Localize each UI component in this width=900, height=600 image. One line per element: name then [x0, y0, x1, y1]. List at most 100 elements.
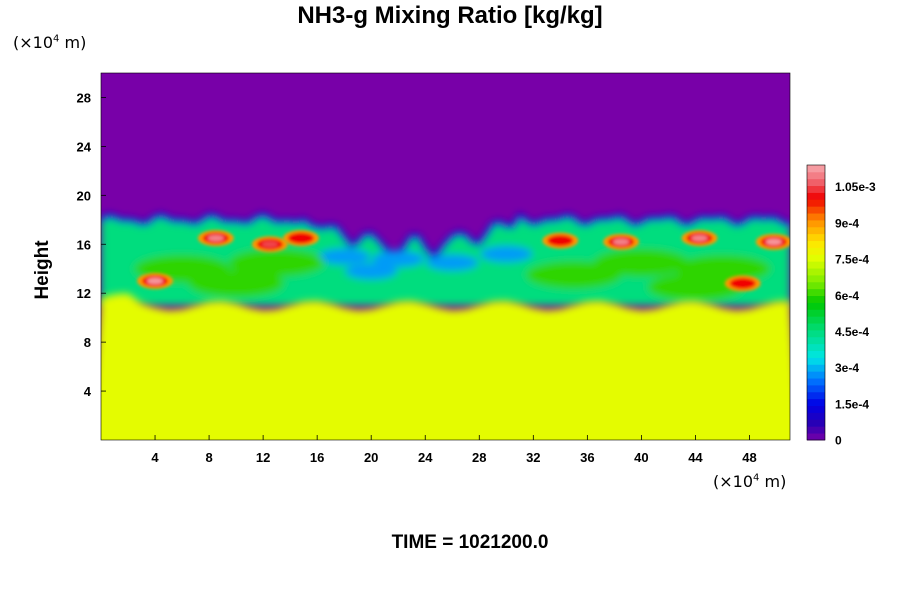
hotspot [251, 236, 288, 253]
hotspot-core [292, 234, 309, 242]
colorbar-tick-label: 0 [835, 434, 842, 448]
hotspot [282, 230, 319, 247]
colorbar-segment [807, 220, 825, 228]
y-axis-unit: (×104 m) [13, 33, 87, 52]
hotspot [755, 233, 790, 250]
colorbar-segment [807, 330, 825, 338]
hotspot [724, 275, 761, 292]
colorbar-tick-label: 1.5e-4 [835, 397, 869, 411]
colorbar-segment [807, 364, 825, 372]
y-tick-label: 28 [77, 90, 91, 105]
x-tick-label: 8 [205, 450, 212, 465]
cloud-core [525, 260, 622, 289]
y-tick-label: 24 [77, 139, 92, 154]
cloud-core [228, 248, 325, 277]
colorbar-segment [807, 350, 825, 358]
x-axis: 4 8 12 16 20 24 28 32 36 40 44 48 [151, 435, 757, 465]
colorbar-segment [807, 178, 825, 187]
colorbar-segment [807, 171, 825, 180]
colorbar-segment [807, 357, 825, 365]
colorbar-segment [807, 288, 825, 297]
colorbar-segment [807, 378, 825, 386]
colorbar-segment [807, 371, 825, 379]
hotspot-core [207, 234, 224, 242]
y-tick-label: 8 [84, 335, 91, 350]
colorbar-tick-label: 6e-4 [835, 289, 859, 303]
time-label: TIME = 1021200.0 [391, 532, 549, 553]
x-tick-label: 32 [526, 450, 540, 465]
colorbar-segment [807, 199, 825, 207]
colorbar-segment [807, 433, 825, 441]
colorbar-segment [807, 412, 825, 420]
colorbar-frame [806, 164, 826, 441]
colorbar-segment [807, 247, 825, 255]
colorbar: 0 1.5e-4 3e-4 4.5e-4 6e-4 7.5e-4 9e-4 1.05e-3 [806, 164, 876, 448]
cloud-pocket [480, 246, 533, 263]
cloud-pocket [318, 248, 371, 265]
colorbar-segment [807, 240, 825, 248]
colorbar-segment [807, 316, 825, 324]
colorbar-segment [807, 281, 825, 290]
colorbar-segment [807, 192, 825, 200]
colorbar-tick-label: 3e-4 [835, 361, 859, 375]
hotspot [542, 232, 579, 249]
y-axis: 4 8 12 16 20 24 28 [77, 90, 106, 399]
x-tick-label: 12 [256, 450, 270, 465]
colorbar-segment [807, 165, 825, 173]
colorbar-segment [807, 254, 825, 262]
cloud-top-edge [101, 212, 790, 260]
colorbar-segment [807, 385, 825, 393]
cloud-pocket [345, 263, 398, 280]
colorbar-segment [807, 309, 825, 317]
hotspot-core [734, 280, 751, 287]
x-tick-label: 36 [580, 450, 594, 465]
colorbar-segment [807, 336, 825, 345]
colorbar-segment [807, 295, 825, 303]
colorbar-tick-label: 1.05e-3 [835, 180, 876, 194]
cloud-pocket [372, 250, 425, 267]
x-tick-label: 28 [472, 450, 486, 465]
colorbar-segment [807, 185, 825, 193]
colorbar-segment [807, 206, 825, 214]
x-axis-unit: (×104 m) [713, 472, 787, 491]
hotspot-core [613, 238, 630, 246]
colorbar-segment [807, 302, 825, 310]
colorbar-segment [807, 426, 825, 434]
hotspot-core [691, 234, 708, 242]
cloud-pocket [426, 254, 479, 271]
x-tick-label: 16 [310, 450, 324, 465]
x-tick-label: 40 [634, 450, 648, 465]
colorbar-segment [807, 213, 825, 221]
heatmap-plot [101, 73, 790, 440]
y-tick-label: 16 [77, 237, 91, 252]
hotspot [137, 272, 174, 289]
colorbar-segment [807, 261, 825, 269]
chart-title: NH3-g Mixing Ratio [kg/kg] [297, 2, 603, 29]
x-tick-label: 44 [688, 450, 703, 465]
colorbar-segment [807, 233, 825, 242]
colorbar-segment [807, 275, 825, 283]
plot-frame [100, 72, 791, 441]
colorbar-segment [807, 343, 825, 352]
hotspot [681, 230, 718, 247]
y-tick-label: 4 [84, 384, 92, 399]
colorbar-tick-label: 7.5e-4 [835, 253, 869, 267]
colorbar-tick-label: 4.5e-4 [835, 325, 869, 339]
lower-layer [101, 293, 790, 440]
hotspot-core [147, 277, 164, 285]
cloud-core [188, 269, 285, 298]
x-tick-label: 48 [742, 450, 756, 465]
colorbar-segment [807, 398, 825, 407]
x-tick-label: 4 [151, 450, 159, 465]
colorbar-tick-label: 9e-4 [835, 216, 859, 230]
hotspot-core [552, 237, 569, 244]
x-tick-label: 20 [364, 450, 378, 465]
y-tick-label: 20 [77, 188, 91, 203]
hotspot [197, 230, 234, 247]
colorbar-segment [807, 405, 825, 413]
lower-layer-group [101, 293, 790, 440]
colorbar-segment [807, 391, 825, 400]
hotspot [603, 233, 640, 250]
colorbar-segment [807, 226, 825, 235]
